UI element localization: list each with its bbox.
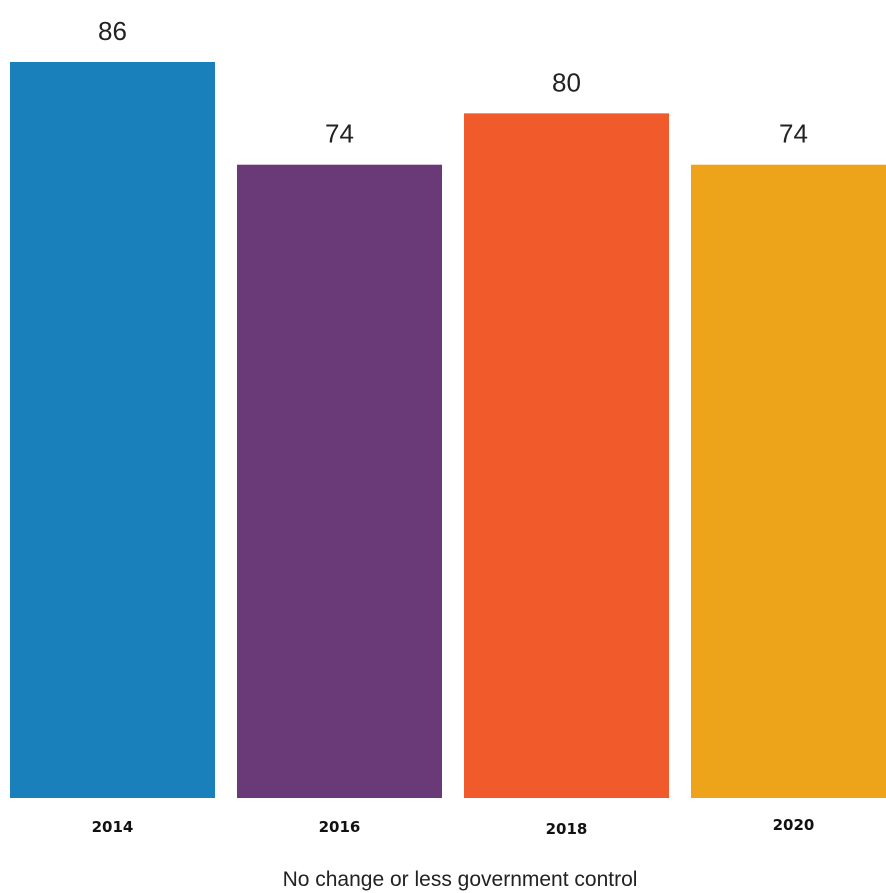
value-label-2020: 74 [779, 119, 808, 149]
x-tick-label-2018: 2018 [546, 820, 588, 838]
value-label-2016: 74 [325, 119, 354, 149]
x-axis-title: No change or less government control [283, 868, 638, 891]
x-tick-label-2020: 2020 [773, 816, 815, 834]
value-labels-group: 86 74 80 74 [98, 16, 808, 149]
bar-2020 [691, 164, 886, 798]
x-tick-labels-group: 2014 2016 2018 2020 [92, 816, 815, 838]
bar-2014 [10, 62, 215, 798]
bar-2016 [237, 164, 442, 798]
bar-2018 [464, 113, 669, 799]
x-tick-label-2014: 2014 [92, 818, 134, 836]
value-label-2014: 86 [98, 16, 127, 46]
value-label-2018: 80 [552, 67, 581, 97]
x-tick-label-2016: 2016 [319, 818, 361, 836]
bars-group [10, 62, 886, 799]
